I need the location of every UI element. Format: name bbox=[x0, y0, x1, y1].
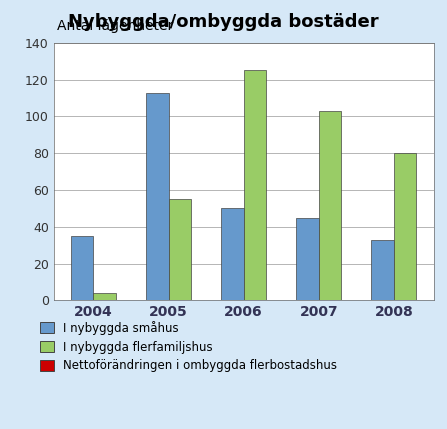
Text: Antal lägenheter: Antal lägenheter bbox=[57, 18, 174, 33]
Bar bbox=[296, 218, 319, 300]
Bar bbox=[371, 240, 394, 300]
Bar bbox=[394, 153, 416, 300]
Bar bbox=[319, 111, 341, 300]
Bar bbox=[146, 93, 169, 300]
Bar bbox=[221, 208, 244, 300]
Legend: I nybyggda småhus, I nybyggda flerfamiljshus, Nettoförändringen i ombyggda flerb: I nybyggda småhus, I nybyggda flerfamilj… bbox=[36, 317, 341, 376]
Bar bbox=[169, 199, 191, 300]
Text: Nybyggda/ombyggda bostäder: Nybyggda/ombyggda bostäder bbox=[68, 13, 379, 31]
Bar bbox=[71, 236, 93, 300]
Bar bbox=[244, 70, 266, 300]
Bar bbox=[93, 293, 116, 300]
